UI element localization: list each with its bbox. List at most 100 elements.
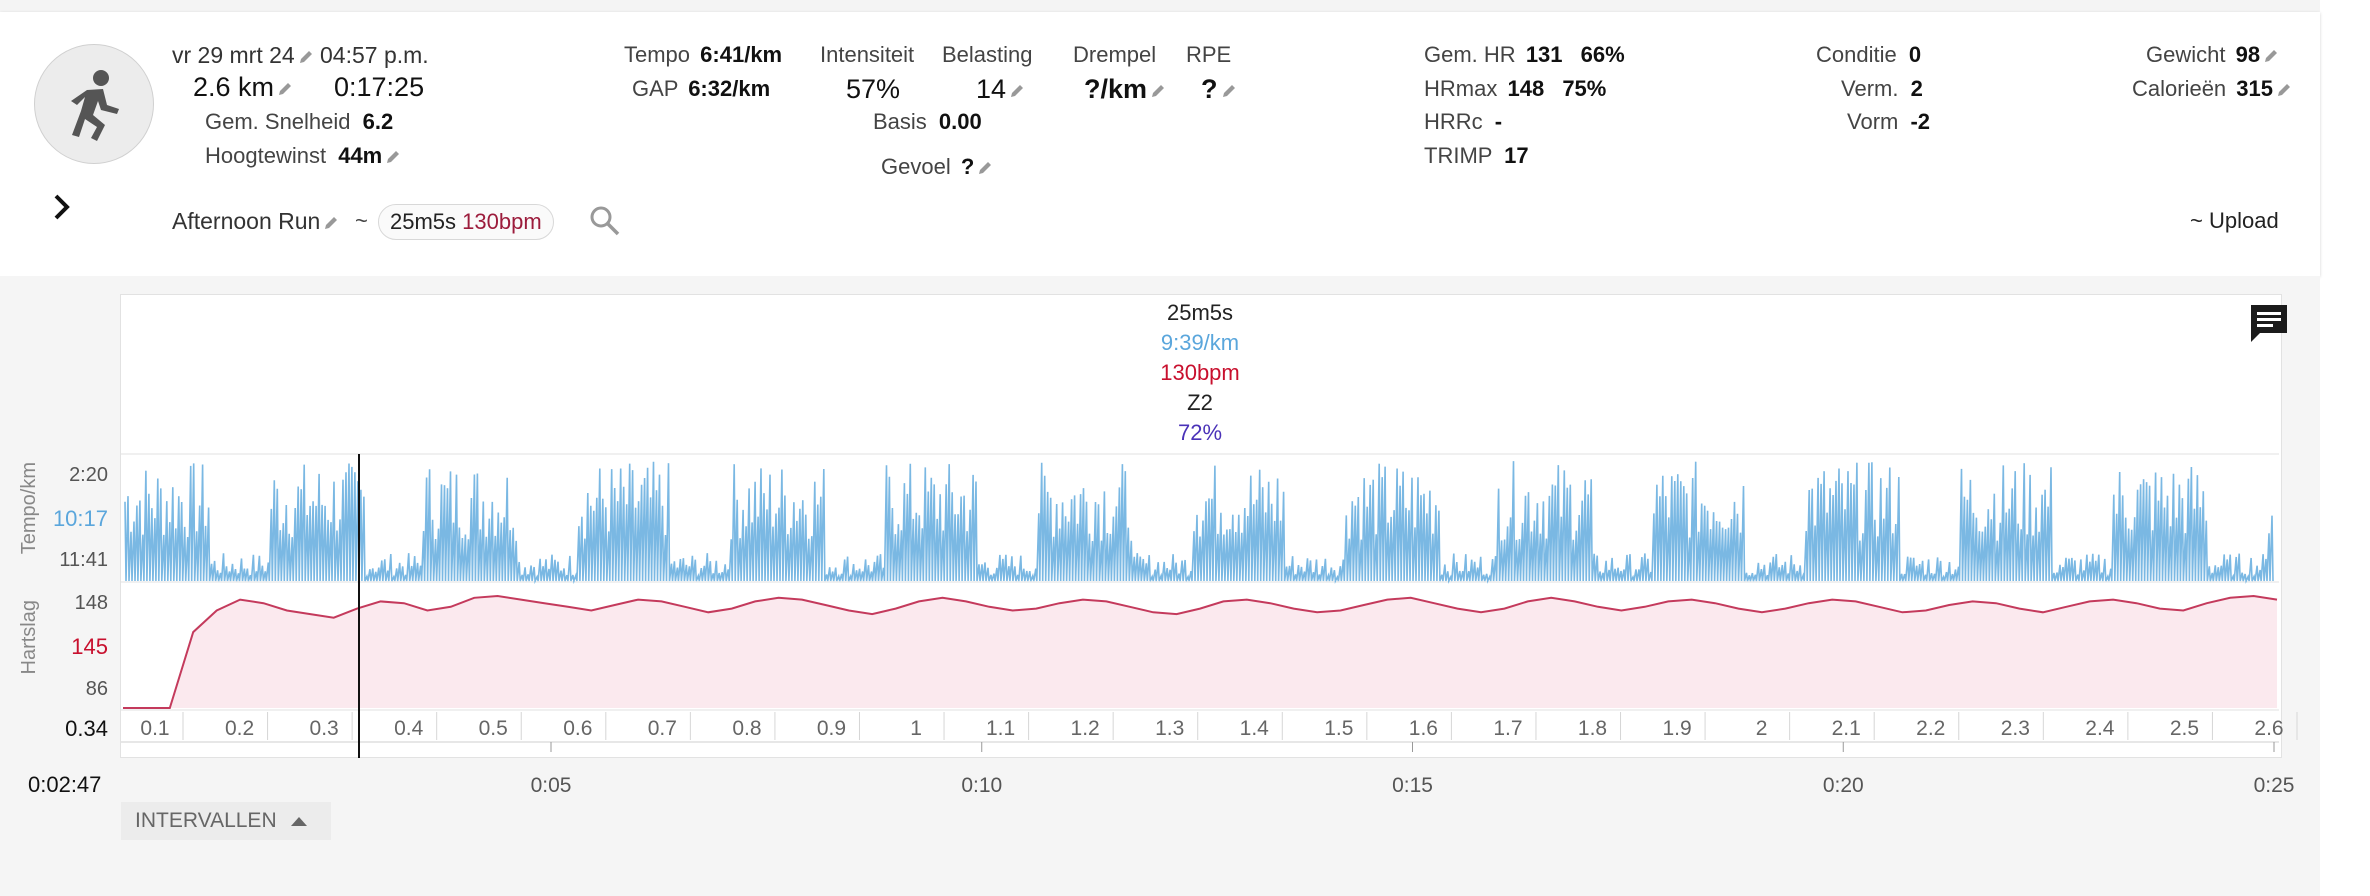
weight-value: 98 xyxy=(2235,42,2261,67)
trimp-label: TRIMP xyxy=(1424,143,1493,168)
search-icon[interactable] xyxy=(588,204,622,238)
distance-tick-label: 2.3 xyxy=(2001,717,2030,740)
activity-name[interactable]: Afternoon Run xyxy=(172,208,339,235)
intensity-label: Intensiteit xyxy=(820,42,915,67)
hr-series-area xyxy=(123,596,2277,708)
pace-tick-top: 2:20 xyxy=(69,464,108,486)
date-text: vr 29 mrt 24 xyxy=(172,42,295,68)
time-tick-label: 0:10 xyxy=(961,774,1002,797)
distance-tick-label: 0.9 xyxy=(817,717,846,740)
hrmax-value: 148 xyxy=(1507,76,1545,101)
pencil-icon[interactable] xyxy=(1221,83,1237,99)
distance-tick-label: 0.7 xyxy=(648,717,677,740)
chevron-right-icon[interactable] xyxy=(52,192,72,222)
condition-label: Conditie xyxy=(1816,42,1897,67)
pencil-icon[interactable] xyxy=(977,160,993,176)
pencil-icon[interactable] xyxy=(298,49,314,65)
tooltip-zone: Z2 xyxy=(1187,390,1213,415)
pencil-icon[interactable] xyxy=(277,81,293,97)
pace-cursor-value: 10:17 xyxy=(52,506,108,531)
elevation-label: Hoogtewinst xyxy=(205,143,327,168)
threshold-label: Drempel xyxy=(1073,42,1157,67)
name-separator: ~ xyxy=(355,208,368,233)
distance-tick-label: 1.6 xyxy=(1409,717,1438,740)
distance-tick-label: 1.1 xyxy=(986,717,1015,740)
tooltip-pct: 72% xyxy=(1177,420,1223,445)
elevation-value: 44m xyxy=(338,143,383,168)
rpe-value-text: ? xyxy=(1201,74,1218,104)
pace-tick-bottom: 11:41 xyxy=(59,549,108,571)
distance-tick-label: 0.8 xyxy=(732,717,761,740)
weight-stat[interactable]: Gewicht 98 xyxy=(2146,42,2279,68)
threshold-value-text: ?/km xyxy=(1084,74,1148,104)
hr-tick-bottom: 86 xyxy=(85,678,108,700)
duration-value: 0:17:25 xyxy=(334,72,425,102)
pencil-icon[interactable] xyxy=(1009,83,1025,99)
avg-hr-pct: 66% xyxy=(1580,42,1625,67)
hr-series-line xyxy=(123,594,2278,709)
rpe-label: RPE xyxy=(1186,42,1232,67)
form-label: Vorm xyxy=(1847,109,1899,134)
rpe-value[interactable]: ? xyxy=(1201,74,1237,105)
distance-tick-label: 0.1 xyxy=(140,717,169,740)
avg-speed-label: Gem. Snelheid xyxy=(205,109,351,134)
distance-tick-label: 2.5 xyxy=(2170,717,2199,740)
pencil-icon[interactable] xyxy=(2263,48,2279,64)
activity-date[interactable]: vr 29 mrt 24 xyxy=(172,42,314,69)
comment-icon[interactable] xyxy=(2248,302,2290,344)
distance-tick-label: 0.6 xyxy=(563,717,592,740)
tempo-stat: Tempo 6:41/km xyxy=(624,42,782,68)
distance-tick-label: 2.6 xyxy=(2254,717,2283,740)
distance-tick-label: 2.2 xyxy=(1916,717,1945,740)
time-tick-label: 0:15 xyxy=(1392,774,1433,797)
hrrc-stat: HRRc - xyxy=(1424,109,1502,135)
pencil-icon[interactable] xyxy=(385,149,401,165)
distance-tick-label: 0.4 xyxy=(394,717,424,740)
pencil-icon[interactable] xyxy=(1150,83,1166,99)
intervals-label: INTERVALLEN xyxy=(135,809,277,832)
distance-tick-label: 1.5 xyxy=(1324,717,1353,740)
intensity-value: 57% xyxy=(846,74,901,104)
distance-tick-label: 1.3 xyxy=(1155,717,1184,740)
pencil-icon[interactable] xyxy=(2276,82,2292,98)
distance-tick-label: 0.3 xyxy=(310,717,339,740)
distance-cursor-value: 0.34 xyxy=(65,716,108,741)
trimp-stat: TRIMP 17 xyxy=(1424,143,1529,169)
activity-avatar[interactable] xyxy=(34,44,154,164)
pencil-icon[interactable] xyxy=(323,215,339,231)
gap-stat: GAP 6:32/km xyxy=(632,76,770,102)
time-tick-label: 0:25 xyxy=(2254,774,2295,797)
feel-value: ? xyxy=(960,154,975,179)
interval-chip[interactable]: 25m5s 130bpm xyxy=(378,204,554,240)
calories-stat[interactable]: Calorieën 315 xyxy=(2132,76,2292,102)
gap-value: 6:32/km xyxy=(688,76,771,101)
distance-tick-label: 0.2 xyxy=(225,717,254,740)
distance-tick-label: 2.1 xyxy=(1832,717,1861,740)
tooltip-pace: 9:39/km xyxy=(1160,330,1240,355)
hrmax-stat: HRmax 148 75% xyxy=(1424,76,1606,102)
chip-time: 25m5s xyxy=(390,209,457,234)
hrrc-label: HRRc xyxy=(1424,109,1483,134)
feel-stat[interactable]: Gevoel ? xyxy=(881,154,993,180)
elevation-gain[interactable]: Hoogtewinst 44m xyxy=(205,143,401,169)
hr-tick-top: 148 xyxy=(74,592,108,614)
load-value[interactable]: 14 xyxy=(976,74,1025,105)
hr-cursor-value: 145 xyxy=(71,634,108,659)
intervals-button[interactable]: INTERVALLEN xyxy=(121,802,331,840)
hrmax-pct: 75% xyxy=(1562,76,1607,101)
avg-hr-value: 131 xyxy=(1525,42,1563,67)
upload-link[interactable]: ~ Upload xyxy=(2190,208,2279,233)
distance-tick-label: 1.9 xyxy=(1662,717,1691,740)
distance-value[interactable]: 2.6 km xyxy=(193,72,293,103)
condition-value: 0 xyxy=(1908,42,1922,67)
fatigue-label: Verm. xyxy=(1841,76,1899,101)
distance-tick-label: 0.5 xyxy=(479,717,508,740)
hrrc-value: - xyxy=(1494,109,1503,134)
avg-speed-value: 6.2 xyxy=(362,109,394,134)
threshold-value[interactable]: ?/km xyxy=(1084,74,1166,105)
time-tick-label: 0:05 xyxy=(531,774,572,797)
basis-stat: Basis 0.00 xyxy=(873,109,982,135)
avg-hr-label: Gem. HR xyxy=(1424,42,1516,67)
distance-tick-label: 1.8 xyxy=(1578,717,1607,740)
